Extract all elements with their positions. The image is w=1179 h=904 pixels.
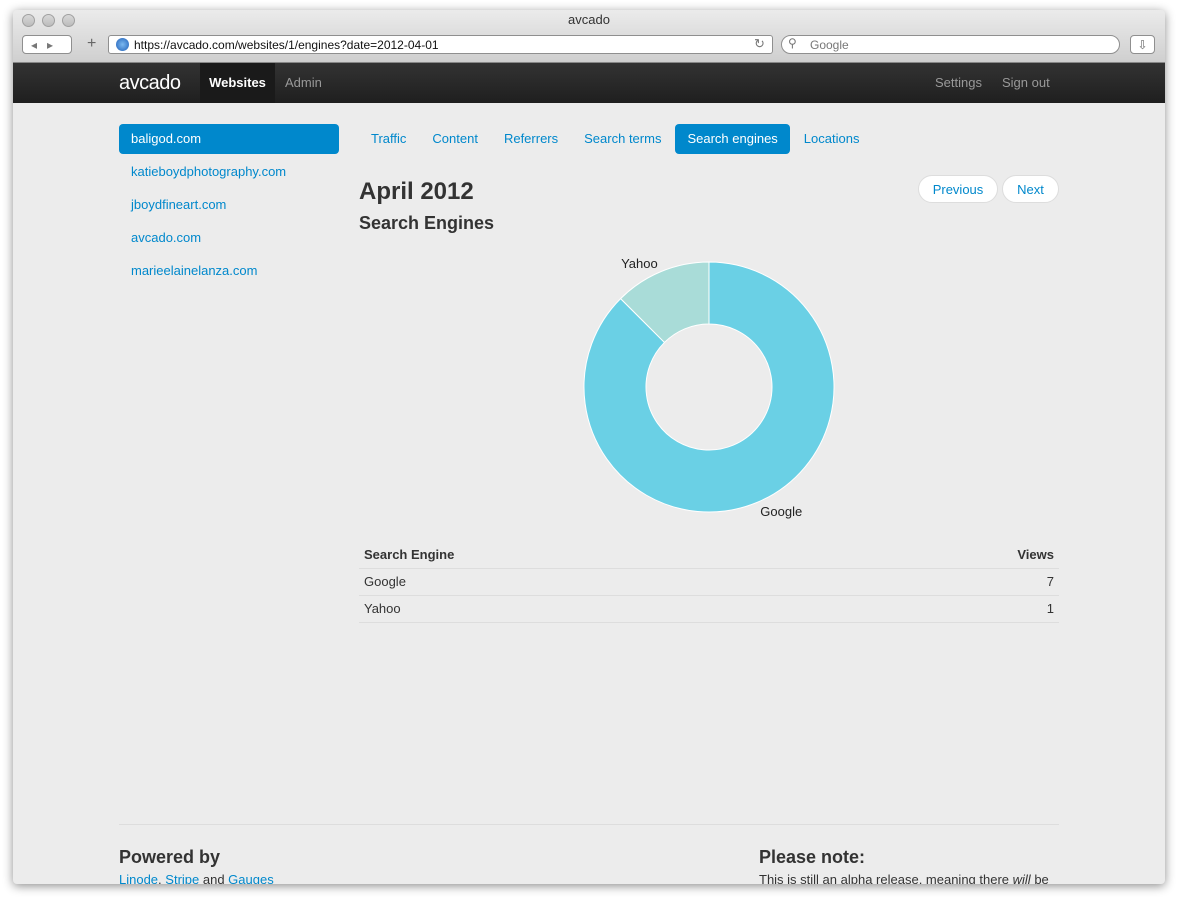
table-cell: 1 — [1046, 601, 1054, 616]
search-field[interactable]: Google — [781, 35, 1120, 54]
tabs: Traffic Content Referrers Search terms Searc… — [359, 124, 871, 154]
footer-divider — [119, 824, 1059, 825]
footer-text: and — [199, 872, 229, 887]
url-field[interactable]: https://avcado.com/websites/1/engines?da… — [108, 35, 773, 54]
table-cell: Yahoo — [364, 601, 401, 616]
site-link[interactable]: katieboydphotography.com — [131, 164, 287, 179]
donut-slice — [583, 261, 835, 513]
footer-text: be — [1030, 872, 1049, 887]
zoom-button[interactable] — [62, 14, 75, 27]
donut-slice — [619, 261, 710, 344]
footer-link[interactable]: Linode — [119, 872, 159, 887]
page-title: April 2012 — [359, 178, 474, 205]
minimize-button[interactable] — [42, 14, 55, 27]
tab[interactable]: Locations — [803, 131, 860, 146]
slice-label: Google — [760, 504, 802, 519]
window-title: avcado — [568, 12, 610, 27]
nav-link[interactable]: Websites — [200, 63, 275, 103]
donut-chart: Google Yahoo — [583, 256, 835, 519]
back-forward[interactable]: ◂▸ — [22, 35, 72, 54]
footer-text: This is still an alpha release, meaning … — [759, 872, 1049, 887]
next-button[interactable]: Next — [1002, 175, 1059, 203]
nav-link[interactable]: Sign out — [1002, 75, 1050, 90]
navbar — [13, 63, 1165, 103]
footer-title: Please note: — [759, 847, 866, 867]
table-header: Search Engine — [364, 547, 455, 562]
nav-link[interactable]: Settings — [935, 75, 982, 90]
tab[interactable]: Traffic — [371, 131, 407, 146]
previous-button[interactable]: Previous — [918, 175, 998, 203]
site-link[interactable]: jboydfineart.com — [131, 197, 227, 212]
table-header: Views — [1017, 547, 1054, 562]
brand[interactable]: avcado — [119, 72, 181, 94]
site-link[interactable]: marieelainelanza.com — [131, 263, 258, 278]
table-cell: 7 — [1046, 574, 1054, 589]
site-link[interactable]: baligod.com — [119, 124, 339, 154]
footer-text: will — [1012, 872, 1031, 887]
footer-link[interactable]: Gauges — [228, 872, 274, 887]
section-title: Search Engines — [359, 213, 495, 233]
tab[interactable]: Referrers — [503, 131, 559, 146]
globe-icon — [116, 38, 129, 51]
footer-text: , — [158, 872, 166, 887]
footer-link[interactable]: Stripe — [165, 872, 200, 887]
footer-text: Linode, Stripe and Gauges — [119, 872, 274, 887]
add-button[interactable]: + — [87, 35, 97, 52]
browser-window — [13, 10, 1165, 884]
slice-label: Yahoo — [621, 256, 658, 271]
footer-text: This is still an alpha release, meaning … — [759, 872, 1013, 887]
tab[interactable]: Content — [432, 131, 478, 146]
tab[interactable]: Search engines — [675, 124, 790, 154]
reload-button[interactable]: ↻ — [754, 36, 765, 51]
close-button[interactable] — [22, 14, 35, 27]
table-cell: Google — [364, 574, 406, 589]
row-divider — [359, 622, 1059, 623]
tab[interactable]: Search terms — [584, 131, 662, 146]
site-link[interactable]: avcado.com — [131, 230, 202, 245]
footer-title: Powered by — [119, 847, 221, 867]
row-divider — [359, 595, 1059, 596]
row-divider — [359, 568, 1059, 569]
nav-link[interactable]: Admin — [285, 75, 322, 90]
downloads-button[interactable]: ⇩ — [1130, 35, 1155, 54]
search-icon: ⚲ — [788, 36, 797, 50]
